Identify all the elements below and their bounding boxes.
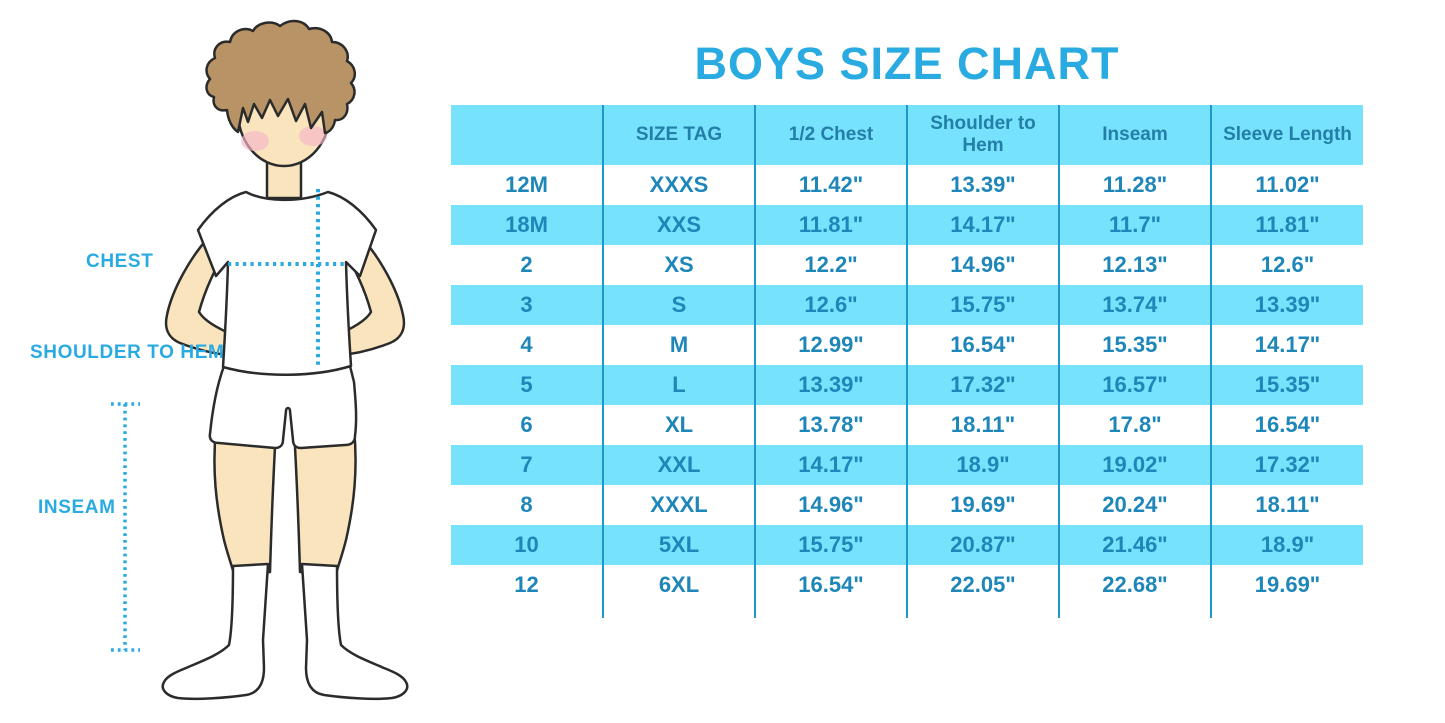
- inseam-label: INSEAM: [38, 497, 116, 518]
- cell-size-tag: XL: [602, 405, 755, 445]
- cell-inseam: 11.28": [1058, 165, 1211, 205]
- cell-shoulder-to-hem: 17.32": [906, 365, 1059, 405]
- figure-area: CHEST SHOULDER TO HEM INSEAM: [0, 0, 450, 723]
- cell-inseam: 15.35": [1058, 325, 1211, 365]
- cell-size: 12M: [505, 172, 548, 197]
- cell-size-tag: XXS: [602, 205, 755, 245]
- cell-size: 10: [451, 525, 603, 565]
- cell-size-tag: S: [602, 285, 755, 325]
- cell-sleeve-length: 18.11": [1210, 485, 1363, 525]
- cell-inseam: 11.7": [1058, 205, 1211, 245]
- cell-shoulder-to-hem: 16.54": [906, 325, 1059, 365]
- table-row: 4 M 12.99" 16.54" 15.35" 14.17": [451, 325, 1363, 365]
- table-row: 12M XXXS 11.42" 13.39" 11.28" 11.02": [451, 165, 1363, 205]
- cell-half-chest: 11.42": [754, 165, 907, 205]
- col-header-half-chest: 1/2 Chest: [754, 105, 907, 165]
- cell-half-chest: 12.99": [754, 325, 907, 365]
- cell-size: 18M: [451, 205, 603, 245]
- table-row: 5 L 13.39" 17.32" 16.57" 15.35": [451, 365, 1363, 405]
- cell-half-chest: 13.78": [754, 405, 907, 445]
- cell-half-chest: 14.17": [754, 445, 907, 485]
- cell-inseam: 13.74": [1058, 285, 1211, 325]
- cell-half-chest: 12.2": [754, 245, 907, 285]
- cell-sleeve-length: 15.35": [1210, 365, 1363, 405]
- cell-size-tag: XS: [602, 245, 755, 285]
- table-row: 6 XL 13.78" 18.11" 17.8" 16.54": [451, 405, 1363, 445]
- cell-shoulder-to-hem: 19.69": [906, 485, 1059, 525]
- boy-illustration-icon: [111, 19, 409, 701]
- cell-sleeve-length: 17.32": [1210, 445, 1363, 485]
- cell-inseam: 16.57": [1058, 365, 1211, 405]
- table-row: 2 XS 12.2" 14.96" 12.13" 12.6": [451, 245, 1363, 285]
- size-table-header: SIZE TAG 1/2 Chest Shoulder to Hem Insea…: [451, 105, 1363, 165]
- cell-inseam: 22.68": [1058, 565, 1211, 605]
- cell-half-chest: 12.6": [754, 285, 907, 325]
- col-header-shoulder-to-hem: Shoulder to Hem: [906, 105, 1059, 165]
- cell-size: 7: [451, 445, 603, 485]
- cell-sleeve-length: 11.02": [1210, 165, 1363, 205]
- cell-inseam: 19.02": [1058, 445, 1211, 485]
- table-row: 10 5XL 15.75" 20.87" 21.46" 18.9": [451, 525, 1363, 565]
- cell-size-tag: XXL: [602, 445, 755, 485]
- size-table: SIZE TAG 1/2 Chest Shoulder to Hem Insea…: [451, 105, 1363, 618]
- measurement-lines: [111, 189, 346, 652]
- cell-half-chest: 11.81": [754, 205, 907, 245]
- cell-size: 3: [451, 285, 603, 325]
- cell-inseam: 20.24": [1058, 485, 1211, 525]
- cell-sleeve-length: 16.54": [1210, 405, 1363, 445]
- table-row: 3 S 12.6" 15.75" 13.74" 13.39": [451, 285, 1363, 325]
- cell-inseam: 12.13": [1058, 245, 1211, 285]
- table-row: 7 XXL 14.17" 18.9" 19.02" 17.32": [451, 445, 1363, 485]
- cell-inseam: 21.46": [1058, 525, 1211, 565]
- cell-size-tag: L: [602, 365, 755, 405]
- cell-size: 8: [520, 492, 533, 517]
- cell-size-tag: XXXS: [602, 165, 755, 205]
- cell-size: 12: [514, 572, 539, 597]
- size-table-body: 12M XXXS 11.42" 13.39" 11.28" 11.02" 18M…: [451, 165, 1363, 605]
- cell-shoulder-to-hem: 18.9": [906, 445, 1059, 485]
- cell-size-tag: M: [602, 325, 755, 365]
- cell-half-chest: 16.54": [754, 565, 907, 605]
- cell-sleeve-length: 18.9": [1210, 525, 1363, 565]
- cell-shoulder-to-hem: 14.96": [906, 245, 1059, 285]
- cell-shoulder-to-hem: 15.75": [906, 285, 1059, 325]
- cell-size-tag: 5XL: [602, 525, 755, 565]
- col-header-size: [451, 105, 603, 165]
- cell-half-chest: 13.39": [754, 365, 907, 405]
- cell-size-tag: 6XL: [602, 565, 755, 605]
- cell-inseam: 17.8": [1058, 405, 1211, 445]
- col-header-size-tag: SIZE TAG: [602, 105, 755, 165]
- cell-half-chest: 15.75": [754, 525, 907, 565]
- col-header-inseam: Inseam: [1058, 105, 1211, 165]
- cell-sleeve-length: 14.17": [1210, 325, 1363, 365]
- cell-sleeve-length: 11.81": [1210, 205, 1363, 245]
- cell-size: 5: [451, 365, 603, 405]
- cell-shoulder-to-hem: 18.11": [906, 405, 1059, 445]
- cell-sleeve-length: 12.6": [1210, 245, 1363, 285]
- content-area: BOYS SIZE CHART SIZE TAG 1/2 Chest Shoul…: [451, 0, 1363, 618]
- cell-sleeve-length: 19.69": [1210, 565, 1363, 605]
- cell-size: 4: [520, 332, 533, 357]
- cell-half-chest: 14.96": [754, 485, 907, 525]
- table-row: 12 6XL 16.54" 22.05" 22.68" 19.69": [451, 565, 1363, 605]
- cell-size: 6: [520, 412, 533, 437]
- size-table-divider-overhang: [451, 605, 1363, 618]
- cell-shoulder-to-hem: 20.87": [906, 525, 1059, 565]
- chest-label: CHEST: [86, 251, 154, 272]
- cell-shoulder-to-hem: 13.39": [906, 165, 1059, 205]
- col-header-sleeve-length: Sleeve Length: [1210, 105, 1363, 165]
- page-title: BOYS SIZE CHART: [694, 38, 1120, 89]
- cell-size: 2: [520, 252, 533, 277]
- table-row: 8 XXXL 14.96" 19.69" 20.24" 18.11": [451, 485, 1363, 525]
- shoulder-to-hem-label: SHOULDER TO HEM: [30, 342, 225, 363]
- cell-size-tag: XXXL: [602, 485, 755, 525]
- cell-sleeve-length: 13.39": [1210, 285, 1363, 325]
- cell-shoulder-to-hem: 14.17": [906, 205, 1059, 245]
- table-row: 18M XXS 11.81" 14.17" 11.7" 11.81": [451, 205, 1363, 245]
- cell-shoulder-to-hem: 22.05": [906, 565, 1059, 605]
